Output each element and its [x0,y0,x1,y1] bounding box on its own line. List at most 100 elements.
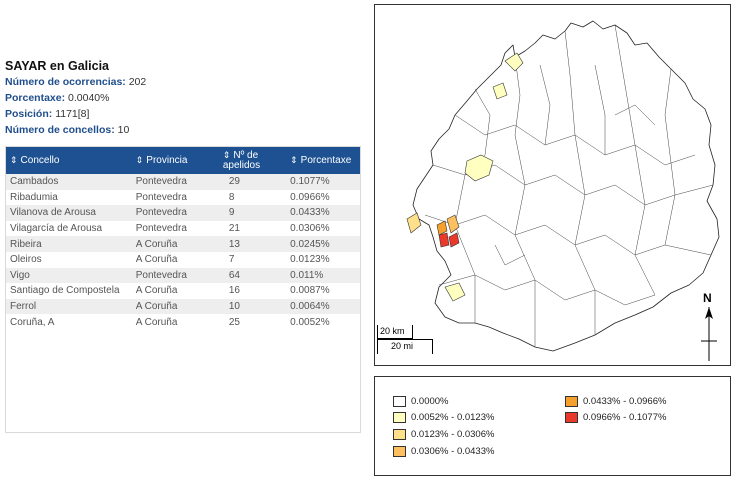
table-cell: Ferrol [10,301,37,313]
stat-value: 1171[8] [55,108,90,120]
table-row: Ribeira A Coruña 13 0.0245% [6,236,360,252]
stat-position: Posición: 1171[8] [5,108,89,120]
stat-value: 0.0040% [68,92,110,104]
table-cell: 0.0087% [290,285,330,297]
galicia-map[interactable]: 20 km 20 mi N [374,4,731,366]
sort-icon: ⇕ [290,155,298,165]
table-cell: Pontevedra [135,191,187,203]
table-cell: 10 [228,301,240,313]
legend-swatch [393,429,406,440]
sort-icon: ⇕ [135,155,144,165]
legend-item: 0.0052% - 0.0123% [393,412,494,423]
table-cell: 0.0433% [290,207,330,219]
table-cell: 8 [228,191,235,203]
table-cell: A Coruña [135,238,178,250]
surname-table-container: ⇕ Concello ⇕ Provincia ⇕ Nº de apelidos ⇕ Po… [5,146,361,433]
table-cell: A Coruña [135,285,178,297]
stat-percentage: Porcentaxe: 0.0040% [5,92,109,104]
table-cell: Vilanova de Arousa [10,207,96,219]
table-row: Vilagarcía de Arousa Pontevedra 21 0.0306% [6,220,360,237]
table-row: Ribadumia Pontevedra 8 0.0966% [6,189,360,206]
stat-value: 10 [117,124,130,136]
legend-swatch [565,412,578,423]
legend-item: 0.0433% - 0.0966% [565,396,666,407]
stat-label: Porcentaxe: [5,92,66,104]
table-row: Ferrol A Coruña 10 0.0064% [6,298,360,315]
table-cell: Coruña, A [10,316,55,328]
table-cell: 21 [228,223,240,235]
north-arrow: N [697,291,721,361]
stat-concellos: Número de concellos: 10 [5,124,129,136]
left-panel: SAYAR en Galicia Número de ocorrencias: … [5,0,361,485]
table-row: Oleiros A Coruña 7 0.0123% [6,251,360,268]
table-cell: Santiago de Compostela [10,285,120,297]
stat-value: 202 [128,76,147,88]
table-cell: 7 [228,254,235,266]
ferrol-region[interactable] [504,52,524,72]
ribadumia-region[interactable] [448,232,460,248]
map-legend: 0.0000% 0.0052% - 0.0123% 0.0123% - 0.03… [374,376,731,476]
table-cell: 0.0306% [290,223,330,235]
table-cell: 29 [228,176,240,188]
legend-item: 0.0000% [393,396,449,407]
column-header-provincia[interactable]: ⇕ Provincia [135,155,188,166]
vilanova-region[interactable] [436,220,448,236]
legend-swatch [393,412,406,423]
table-cell: 9 [228,207,235,219]
north-arrow-icon [701,307,717,361]
sort-icon: ⇕ [222,150,231,160]
scale-km-label: 20 km [380,326,405,336]
table-row: Vilanova de Arousa Pontevedra 9 0.0433% [6,205,360,221]
table-cell: A Coruña [135,316,178,328]
table-cell: Pontevedra [135,269,187,281]
table-row: Cambados Pontevedra 29 0.1077% [6,174,360,190]
table-cell: Pontevedra [135,223,187,235]
santiago-region[interactable] [464,154,494,182]
legend-swatch [565,396,578,407]
vilagarcia-region[interactable] [446,214,460,234]
legend-item: 0.0306% - 0.0433% [393,446,494,457]
table-cell: Vilagarcía de Arousa [10,223,103,235]
stat-occurrences: Número de ocorrencias: 202 [5,76,146,88]
scale-mi-label: 20 mi [391,341,414,351]
table-cell: 64 [228,269,240,281]
table-row: Santiago de Compostela A Coruña 16 0.0087% [6,283,360,299]
table-cell: 16 [228,285,240,297]
vigo-region[interactable] [444,282,466,302]
table-cell: 0.0123% [290,254,330,266]
table-cell: Ribeira [10,238,42,250]
table-cell: Ribadumia [10,191,58,203]
oleiros-region[interactable] [492,82,508,100]
highlighted-municipalities [406,52,524,302]
stat-label: Número de ocorrencias: [5,76,126,88]
column-header-concello[interactable]: ⇕ Concello [10,155,60,166]
table-cell: 13 [228,238,240,250]
table-row: Coruña, A A Coruña 25 0.0052% [6,314,360,330]
table-cell: Pontevedra [135,176,187,188]
table-cell: 0.011% [290,269,324,281]
table-cell: 25 [228,316,240,328]
table-cell: 0.0245% [290,238,330,250]
cambados-region[interactable] [438,232,450,248]
stat-label: Número de concellos: [5,124,115,136]
legend-item: 0.0123% - 0.0306% [393,429,494,440]
galicia-outline [412,20,720,352]
stat-label: Posición: [5,108,53,120]
table-cell: 0.1077% [290,176,330,188]
column-header-porcentaxe[interactable]: ⇕ Porcentaxe [290,155,352,166]
table-cell: A Coruña [135,254,178,266]
ribeira-region[interactable] [406,212,422,234]
table-header-row: ⇕ Concello ⇕ Provincia ⇕ Nº de apelidos ⇕ Po… [6,147,360,174]
north-label: N [703,291,712,305]
table-cell: 0.0064% [290,301,330,313]
legend-item: 0.0966% - 0.1077% [565,412,666,423]
table-cell: Pontevedra [135,207,187,219]
scale-bar: 20 km 20 mi [377,325,433,355]
column-header-apelidos[interactable]: ⇕ Nº de apelidos [222,150,261,171]
legend-swatch [393,446,406,457]
sort-icon: ⇕ [10,155,18,165]
legend-swatch [393,396,406,407]
table-row: Vigo Pontevedra 64 0.011% [6,267,360,284]
map-canvas [406,20,720,352]
page-title: SAYAR en Galicia [5,59,109,73]
